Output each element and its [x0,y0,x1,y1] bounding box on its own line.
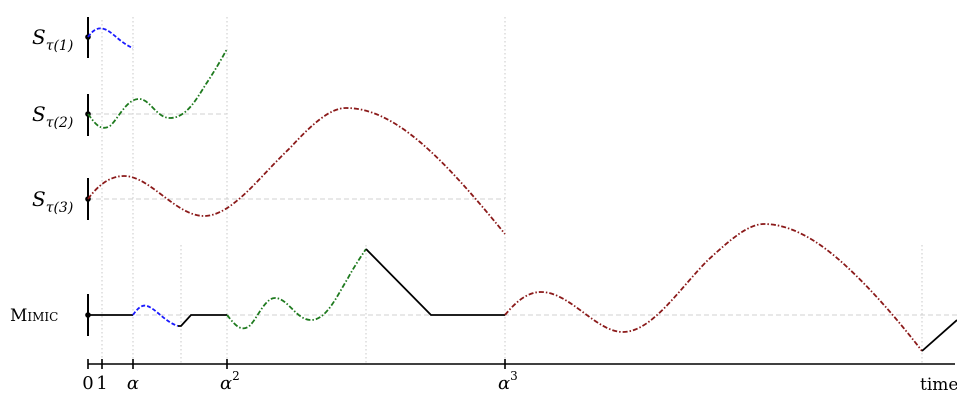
s3-curve [87,107,506,235]
tick-label-alpha3-base: α [498,373,510,394]
baseline-lines [88,113,957,316]
row-label-s3: Sτ(3) [32,187,73,216]
s1-curve [87,27,134,49]
row-label-s2-sub: τ(2) [46,115,74,131]
time-axis [87,359,955,369]
row-label-s3-base: S [32,187,46,211]
mimic-s2-segment [226,248,367,330]
row-label-s1-base: S [32,25,46,49]
mimic-s1-segment [132,304,179,327]
tick-label-alpha2-sup: 2 [232,369,240,383]
row-label-mimic: Mimic [10,306,58,326]
svg-text:Sτ(2): Sτ(2) [32,102,73,131]
tick-label-zero: 0 [82,373,93,394]
tick-label-alpha2: α2 [220,369,240,394]
tick-label-alpha2-base: α [220,373,232,394]
s2-curve [87,48,228,129]
row-label-s1-sub: τ(1) [46,38,74,54]
row-label-s2: Sτ(2) [32,102,73,131]
guide-lines [101,17,923,364]
mimic-tail-segment [921,319,957,352]
row-dots [85,34,91,318]
svg-text:Sτ(1): Sτ(1) [32,25,73,54]
tick-label-alpha: α [127,373,139,394]
tick-label-time: time [920,375,957,394]
tick-label-alpha3: α3 [498,369,518,394]
mimic-step-segment [178,314,227,327]
row-label-s3-sub: τ(3) [46,200,74,216]
svg-text:Sτ(3): Sτ(3) [32,187,73,216]
mimic-drop-segment [365,248,505,316]
tick-label-alpha3-sup: 3 [510,369,518,383]
mimic-curve [88,223,957,352]
tick-label-one: 1 [96,373,107,394]
mimic-s3-segment [504,223,923,352]
row-label-s2-base: S [32,102,46,126]
row-label-s1: Sτ(1) [32,25,73,54]
